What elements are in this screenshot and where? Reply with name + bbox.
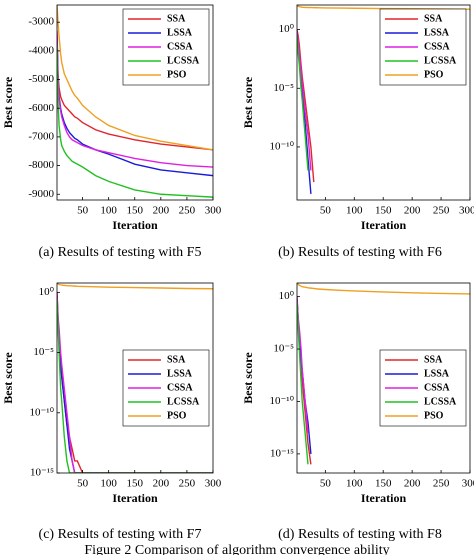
x-tick-label: 50: [320, 478, 332, 490]
x-tick-label: 50: [320, 205, 332, 217]
series-line: [57, 33, 213, 168]
x-tick-label: 150: [375, 478, 392, 490]
y-tick-label: 10⁰: [279, 290, 295, 302]
x-tick-label: 50: [77, 205, 89, 217]
series-line: [297, 297, 309, 433]
subplot-caption: (d) Results of testing with F8: [278, 527, 442, 542]
y-tick-label: 10⁻¹⁰: [29, 406, 54, 418]
legend-label: LSSA: [424, 27, 450, 38]
y-tick-label: 10⁰: [39, 286, 55, 298]
x-tick-label: 300: [205, 478, 222, 490]
y-tick-label: 10⁻¹⁵: [30, 467, 54, 479]
x-tick-label: 150: [375, 205, 392, 217]
x-axis-label: Iteration: [361, 491, 407, 505]
legend-label: SSA: [424, 354, 443, 365]
x-axis-label: Iteration: [112, 218, 158, 232]
series-line: [57, 298, 213, 473]
y-tick-label: 10⁻⁵: [33, 346, 54, 358]
y-tick-label: -6000: [28, 102, 54, 114]
y-axis-label: Best score: [1, 76, 15, 128]
plot-lines: [57, 283, 213, 473]
legend-label: CSSA: [424, 41, 450, 52]
y-axis-label: Best score: [241, 76, 255, 128]
x-tick-label: 200: [404, 478, 421, 490]
plot-lines: [297, 5, 470, 194]
x-tick-label: 200: [153, 478, 170, 490]
subplot-caption: (b) Results of testing with F6: [278, 245, 442, 260]
legend-label: PSO: [167, 410, 187, 421]
plot-lines: [297, 283, 470, 465]
legend-label: LCSSA: [424, 55, 457, 66]
legend-label: LCSSA: [167, 396, 200, 407]
x-tick-label: 300: [462, 478, 474, 490]
y-tick-label: 10⁻⁵: [273, 343, 294, 355]
y-tick-label: -7000: [28, 130, 54, 142]
x-axis-label: Iteration: [112, 491, 158, 505]
legend-label: LSSA: [424, 368, 450, 379]
x-tick-label: 250: [179, 205, 196, 217]
legend-label: LCSSA: [167, 55, 200, 66]
series-line: [57, 5, 213, 151]
legend-label: LSSA: [167, 368, 193, 379]
series-line: [57, 30, 213, 151]
x-tick-label: 100: [100, 205, 117, 217]
legend-label: SSA: [167, 354, 186, 365]
y-tick-label: 10⁻¹⁰: [269, 140, 294, 152]
subplot-caption: (a) Results of testing with F5: [39, 245, 202, 260]
y-tick-label: -5000: [28, 73, 54, 85]
legend-label: LCSSA: [424, 396, 457, 407]
y-tick-label: 10⁰: [279, 23, 295, 35]
x-tick-label: 50: [77, 478, 89, 490]
series-line: [57, 283, 213, 290]
legend-label: CSSA: [167, 382, 193, 393]
series-line: [57, 45, 213, 198]
legend-label: LSSA: [167, 27, 193, 38]
y-axis-label: Best score: [1, 352, 15, 404]
y-tick-label: -9000: [28, 188, 54, 200]
y-tick-label: -3000: [28, 16, 54, 28]
legend-label: PSO: [424, 69, 444, 80]
y-tick-label: 10⁻⁵: [273, 82, 294, 94]
legend-label: PSO: [424, 410, 444, 421]
x-tick-label: 150: [126, 478, 143, 490]
x-tick-label: 250: [433, 205, 450, 217]
x-tick-label: 250: [179, 478, 196, 490]
series-line: [297, 5, 470, 10]
x-tick-label: 250: [433, 478, 450, 490]
series-line: [297, 35, 309, 171]
subplot-caption: (c) Results of testing with F7: [39, 527, 202, 542]
x-tick-label: 3000: [459, 205, 474, 217]
series-line: [297, 283, 470, 295]
y-tick-label: 10⁻¹⁰: [269, 395, 294, 407]
x-tick-label: 100: [346, 205, 363, 217]
legend-label: SSA: [424, 13, 443, 24]
x-tick-label: 200: [404, 205, 421, 217]
y-tick-label: -8000: [28, 159, 54, 171]
x-tick-label: 300: [205, 205, 222, 217]
legend-label: SSA: [167, 13, 186, 24]
y-tick-label: -4000: [28, 44, 54, 56]
legend-label: PSO: [167, 69, 187, 80]
y-axis-label: Best score: [241, 352, 255, 404]
x-tick-label: 100: [346, 478, 363, 490]
series-line: [57, 292, 213, 473]
plot-lines: [57, 5, 213, 198]
series-line: [297, 30, 312, 171]
legend-label: CSSA: [167, 41, 193, 52]
series-line: [297, 302, 309, 465]
x-axis-label: Iteration: [361, 218, 407, 232]
legend-label: CSSA: [424, 382, 450, 393]
y-tick-label: 10⁻¹⁵: [270, 447, 294, 459]
x-tick-label: 200: [153, 205, 170, 217]
x-tick-label: 100: [100, 478, 117, 490]
x-tick-label: 150: [126, 205, 143, 217]
figure-caption: Figure 2 Comparison of algorithm converg…: [84, 543, 389, 555]
